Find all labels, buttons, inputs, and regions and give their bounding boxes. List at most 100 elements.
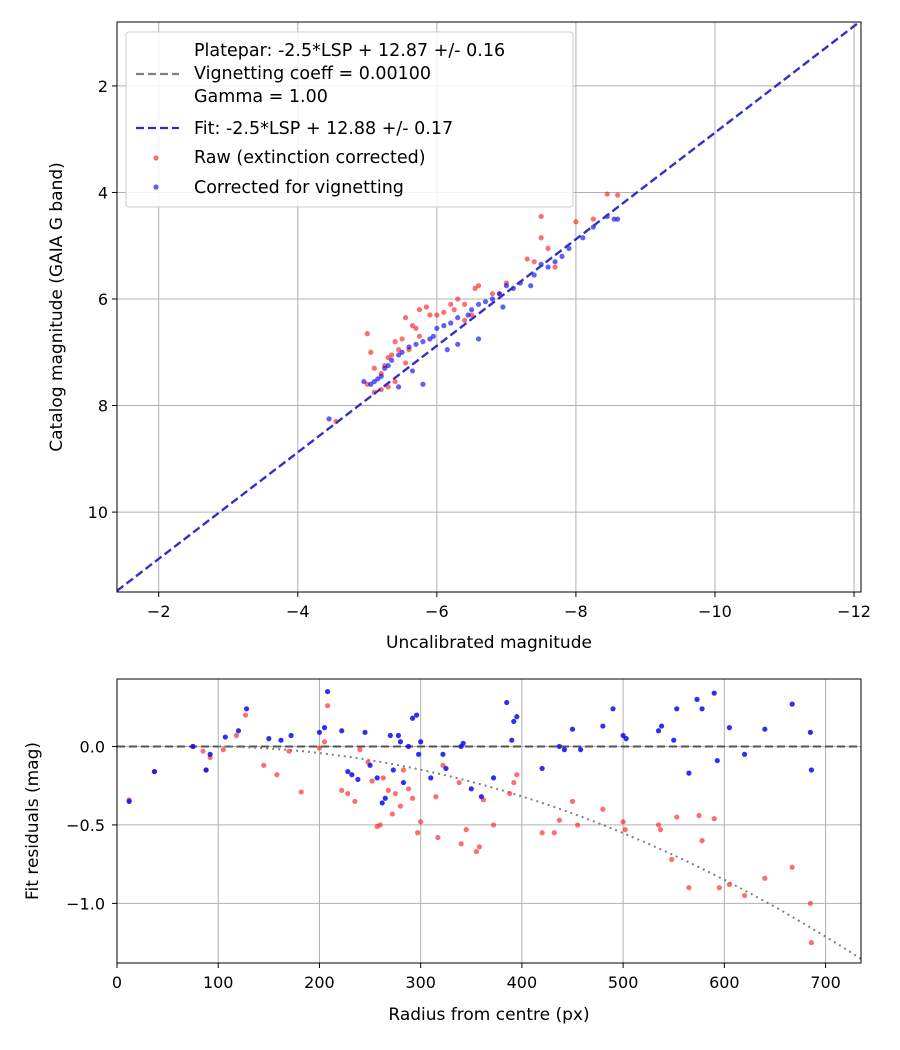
corrected-residual-point [405,743,412,750]
raw-residual-point [511,779,517,786]
corrected-residual-point [762,726,768,732]
raw-residual-point [807,900,813,906]
corrected-residual-point [222,734,228,740]
corrected-point [475,301,482,307]
raw-point [524,256,530,262]
corrected-residual-point [671,737,677,743]
raw-residual-point [286,748,292,754]
top-plot-frame [116,21,862,593]
top-y-axis-label: Catalog magnitude (GAIA G band) [47,162,67,452]
corrected-residual-point [397,739,404,745]
corrected-point [566,245,572,252]
raw-residual-point [789,864,795,870]
raw-residual-point [696,812,702,819]
corrected-point [448,320,454,326]
raw-point [462,301,468,307]
corrected-point [406,344,412,350]
y-tick-label: 8 [98,397,108,416]
corrected-residual-point [789,701,795,707]
x-tick-label: −8 [564,602,588,621]
corrected-residual-point [511,718,517,724]
legend-corrected-marker [153,184,159,190]
x-tick-label: −12 [837,602,871,621]
corrected-residual-point [443,765,449,772]
corrected-residual-point [151,768,158,775]
raw-point [427,312,433,318]
raw-point [434,312,440,318]
raw-residual-point [514,772,520,778]
bottom-y-axis-label: Fit residuals (mag) [23,742,43,900]
raw-residual-point [324,703,331,709]
x-tick-label: 200 [304,973,335,992]
raw-point [399,336,405,342]
corrected-residual-point [345,768,351,775]
corrected-residual-point [539,765,545,772]
corrected-point [475,336,482,342]
raw-residual-point [233,732,240,739]
corrected-point [500,304,506,310]
corrected-residual-point [569,726,576,732]
corrected-residual-point [382,795,388,801]
raw-residual-point [389,811,395,817]
raw-point [552,264,558,270]
corrected-residual-point [126,798,132,804]
corrected-point [368,381,374,387]
corrected-residual-point [556,743,562,750]
corrected-residual-point [321,725,328,731]
raw-residual-point [686,885,692,891]
raw-point [573,219,579,225]
raw-residual-point [507,790,513,797]
top-lines [117,22,861,592]
corrected-point [580,235,586,241]
corrected-residual-point [374,775,380,781]
fit-line [117,22,861,592]
corrected-residual-point [674,706,680,712]
raw-residual-point [657,827,664,833]
x-tick-label: −10 [698,602,732,621]
corrected-point [361,378,367,385]
y-tick-label: 2 [98,77,108,96]
raw-point [416,333,423,339]
y-tick-label: 4 [98,183,108,202]
x-tick-label: 500 [608,973,639,992]
corrected-point [409,368,416,374]
raw-point [392,378,398,385]
raw-point [455,296,461,302]
corrected-point [413,341,419,347]
x-tick-label: 400 [507,973,538,992]
raw-point [531,259,537,265]
raw-point [538,235,544,241]
corrected-residual-point [387,732,393,739]
corrected-residual-point [726,725,733,731]
raw-point [402,360,409,366]
corrected-residual-point [414,712,420,718]
raw-point [402,315,409,321]
corrected-residual-point [658,723,665,729]
corrected-point [420,339,426,345]
corrected-point [469,307,475,313]
x-tick-label: −6 [425,602,449,621]
legend-raw-text: Raw (extinction corrected) [194,148,426,168]
corrected-residual-point [409,715,416,721]
raw-residual-point [298,789,304,795]
raw-residual-point [539,830,545,836]
raw-residual-point [569,798,576,804]
corrected-point [552,259,558,265]
raw-point [472,285,478,291]
corrected-residual-point [428,775,434,781]
corrected-point [559,253,565,259]
raw-residual-point [762,875,768,881]
raw-residual-point [551,830,557,836]
raw-residual-point [200,748,206,754]
corrected-point [531,272,537,278]
raw-residual-point [699,838,705,844]
corrected-point [396,352,402,358]
top-points [326,191,621,425]
corrected-residual-point [390,767,396,773]
raw-residual-point [490,822,497,828]
corrected-point [528,283,534,289]
corrected-point [489,296,496,302]
corrected-point [326,416,332,422]
legend-raw-marker [153,155,159,161]
corrected-point [615,216,621,222]
